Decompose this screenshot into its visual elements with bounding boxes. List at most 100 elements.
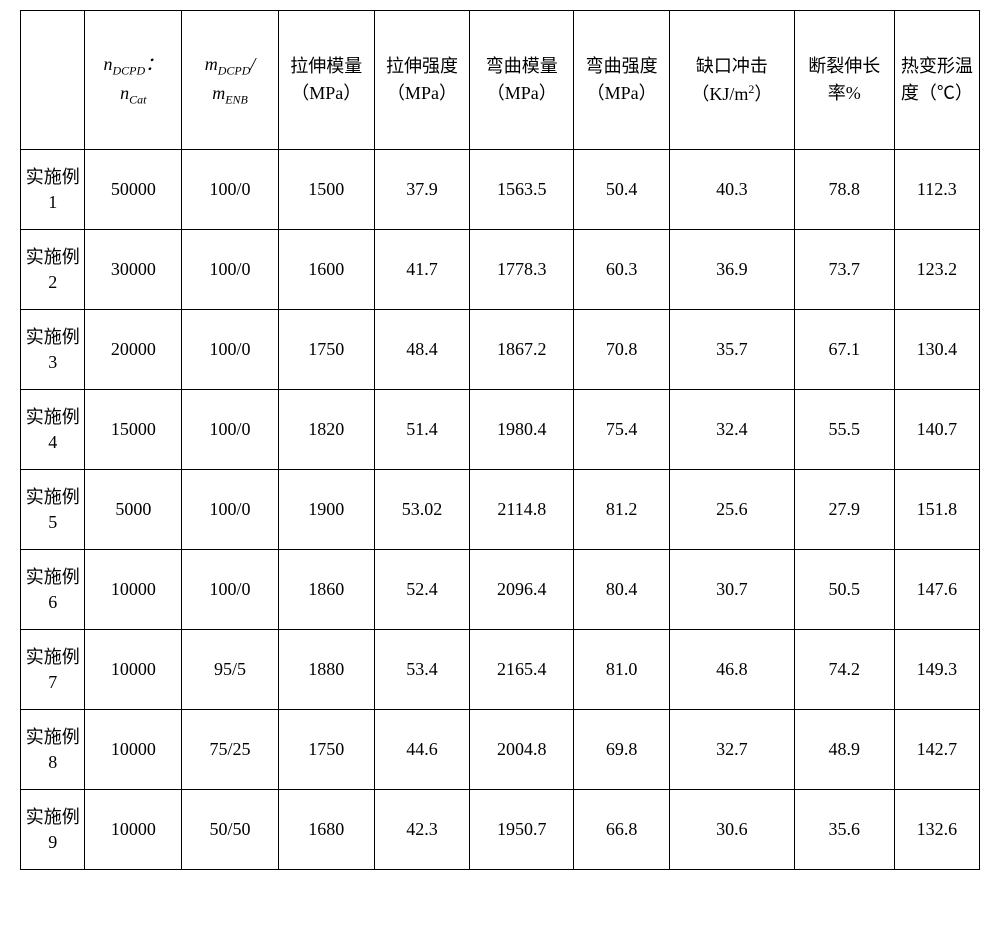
cell: 2114.8 bbox=[470, 470, 574, 550]
cell: 46.8 bbox=[669, 630, 794, 710]
cell: 1880 bbox=[278, 630, 374, 710]
row-label: 实施例 6 bbox=[21, 550, 85, 630]
row-label: 实施例 4 bbox=[21, 390, 85, 470]
cell: 44.6 bbox=[374, 710, 470, 790]
cell: 53.4 bbox=[374, 630, 470, 710]
cell: 25.6 bbox=[669, 470, 794, 550]
cell: 30.7 bbox=[669, 550, 794, 630]
cell: 80.4 bbox=[574, 550, 670, 630]
cell: 30.6 bbox=[669, 790, 794, 870]
page: nDCPD： nCat mDCPD/ mENB 拉伸模量（MPa） 拉伸强度（M… bbox=[0, 0, 1000, 930]
table-row: 实施例 8 10000 75/25 1750 44.6 2004.8 69.8 … bbox=[21, 710, 980, 790]
cell: 50.4 bbox=[574, 150, 670, 230]
cell: 48.4 bbox=[374, 310, 470, 390]
table-row: 实施例 7 10000 95/5 1880 53.4 2165.4 81.0 4… bbox=[21, 630, 980, 710]
cell: 75/25 bbox=[182, 710, 279, 790]
row-label: 实施例 7 bbox=[21, 630, 85, 710]
row-label: 实施例 1 bbox=[21, 150, 85, 230]
header-hdt: 热变形温度（℃） bbox=[894, 11, 979, 150]
cell: 151.8 bbox=[894, 470, 979, 550]
header-row: nDCPD： nCat mDCPD/ mENB 拉伸模量（MPa） 拉伸强度（M… bbox=[21, 11, 980, 150]
cell: 10000 bbox=[85, 630, 182, 710]
cell: 52.4 bbox=[374, 550, 470, 630]
cell: 140.7 bbox=[894, 390, 979, 470]
cell: 70.8 bbox=[574, 310, 670, 390]
table-row: 实施例 3 20000 100/0 1750 48.4 1867.2 70.8 … bbox=[21, 310, 980, 390]
cell: 48.9 bbox=[794, 710, 894, 790]
cell: 1900 bbox=[278, 470, 374, 550]
cell: 35.7 bbox=[669, 310, 794, 390]
cell: 1600 bbox=[278, 230, 374, 310]
cell: 66.8 bbox=[574, 790, 670, 870]
cell: 40.3 bbox=[669, 150, 794, 230]
cell: 132.6 bbox=[894, 790, 979, 870]
cell: 5000 bbox=[85, 470, 182, 550]
cell: 69.8 bbox=[574, 710, 670, 790]
header-m-ratio: mDCPD/ mENB bbox=[182, 11, 279, 150]
cell: 123.2 bbox=[894, 230, 979, 310]
table-row: 实施例 5 5000 100/0 1900 53.02 2114.8 81.2 … bbox=[21, 470, 980, 550]
cell: 100/0 bbox=[182, 230, 279, 310]
cell: 100/0 bbox=[182, 390, 279, 470]
table-row: 实施例 2 30000 100/0 1600 41.7 1778.3 60.3 … bbox=[21, 230, 980, 310]
cell: 55.5 bbox=[794, 390, 894, 470]
cell: 95/5 bbox=[182, 630, 279, 710]
cell: 100/0 bbox=[182, 470, 279, 550]
cell: 32.7 bbox=[669, 710, 794, 790]
cell: 149.3 bbox=[894, 630, 979, 710]
cell: 112.3 bbox=[894, 150, 979, 230]
cell: 1563.5 bbox=[470, 150, 574, 230]
cell: 35.6 bbox=[794, 790, 894, 870]
cell: 50.5 bbox=[794, 550, 894, 630]
cell: 81.0 bbox=[574, 630, 670, 710]
header-notched-impact: 缺口冲击（KJ/m2） bbox=[669, 11, 794, 150]
header-n-ratio: nDCPD： nCat bbox=[85, 11, 182, 150]
cell: 36.9 bbox=[669, 230, 794, 310]
row-label: 实施例 8 bbox=[21, 710, 85, 790]
cell: 15000 bbox=[85, 390, 182, 470]
row-label: 实施例 5 bbox=[21, 470, 85, 550]
header-blank bbox=[21, 11, 85, 150]
cell: 100/0 bbox=[182, 550, 279, 630]
row-label: 实施例 2 bbox=[21, 230, 85, 310]
cell: 1867.2 bbox=[470, 310, 574, 390]
cell: 1820 bbox=[278, 390, 374, 470]
cell: 1750 bbox=[278, 710, 374, 790]
cell: 51.4 bbox=[374, 390, 470, 470]
cell: 2096.4 bbox=[470, 550, 574, 630]
cell: 142.7 bbox=[894, 710, 979, 790]
cell: 147.6 bbox=[894, 550, 979, 630]
cell: 1860 bbox=[278, 550, 374, 630]
cell: 10000 bbox=[85, 550, 182, 630]
table-row: 实施例 1 50000 100/0 1500 37.9 1563.5 50.4 … bbox=[21, 150, 980, 230]
cell: 32.4 bbox=[669, 390, 794, 470]
table-header: nDCPD： nCat mDCPD/ mENB 拉伸模量（MPa） 拉伸强度（M… bbox=[21, 11, 980, 150]
data-table: nDCPD： nCat mDCPD/ mENB 拉伸模量（MPa） 拉伸强度（M… bbox=[20, 10, 980, 870]
cell: 81.2 bbox=[574, 470, 670, 550]
cell: 67.1 bbox=[794, 310, 894, 390]
cell: 74.2 bbox=[794, 630, 894, 710]
cell: 75.4 bbox=[574, 390, 670, 470]
cell: 20000 bbox=[85, 310, 182, 390]
cell: 50000 bbox=[85, 150, 182, 230]
header-elongation: 断裂伸长率% bbox=[794, 11, 894, 150]
cell: 10000 bbox=[85, 710, 182, 790]
cell: 27.9 bbox=[794, 470, 894, 550]
cell: 1500 bbox=[278, 150, 374, 230]
table-body: 实施例 1 50000 100/0 1500 37.9 1563.5 50.4 … bbox=[21, 150, 980, 870]
cell: 41.7 bbox=[374, 230, 470, 310]
cell: 2165.4 bbox=[470, 630, 574, 710]
cell: 1750 bbox=[278, 310, 374, 390]
header-tensile-modulus: 拉伸模量（MPa） bbox=[278, 11, 374, 150]
cell: 42.3 bbox=[374, 790, 470, 870]
table-row: 实施例 9 10000 50/50 1680 42.3 1950.7 66.8 … bbox=[21, 790, 980, 870]
cell: 73.7 bbox=[794, 230, 894, 310]
cell: 10000 bbox=[85, 790, 182, 870]
table-row: 实施例 6 10000 100/0 1860 52.4 2096.4 80.4 … bbox=[21, 550, 980, 630]
cell: 30000 bbox=[85, 230, 182, 310]
cell: 130.4 bbox=[894, 310, 979, 390]
cell: 1980.4 bbox=[470, 390, 574, 470]
cell: 60.3 bbox=[574, 230, 670, 310]
cell: 37.9 bbox=[374, 150, 470, 230]
cell: 100/0 bbox=[182, 150, 279, 230]
